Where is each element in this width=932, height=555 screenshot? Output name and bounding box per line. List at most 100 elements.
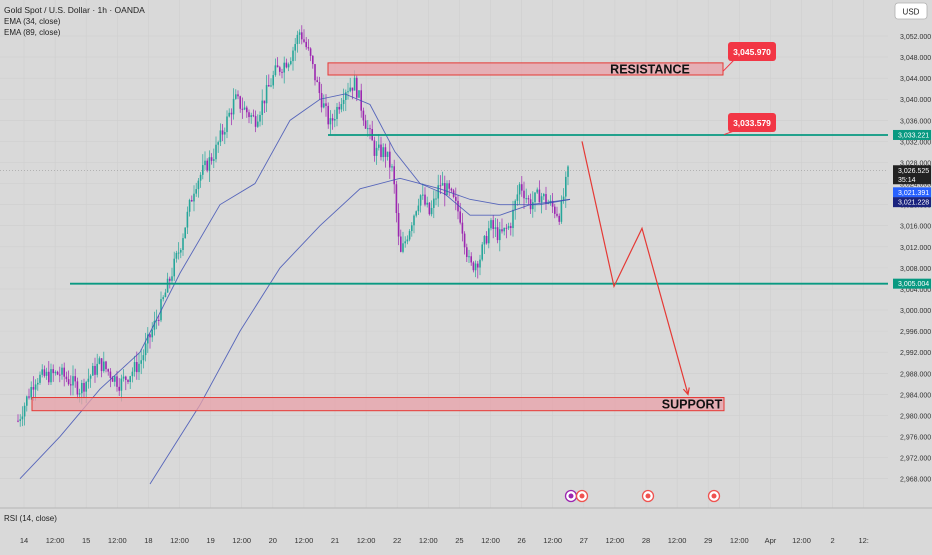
candle-body	[314, 64, 316, 81]
candle-body	[329, 118, 332, 125]
callout-pointer	[722, 59, 735, 72]
candle-body	[481, 244, 483, 260]
candle-body	[485, 235, 488, 244]
candle-body	[213, 159, 215, 161]
forecast-arrowhead	[682, 387, 690, 396]
candle-body	[307, 47, 310, 49]
candle-body	[347, 91, 349, 93]
candle-body	[19, 419, 21, 421]
candle-body	[276, 65, 279, 68]
candle-body	[455, 196, 457, 201]
candle-body	[43, 369, 46, 376]
x-tick-label: 18	[144, 536, 152, 545]
candle-body	[430, 207, 433, 215]
candle-body	[28, 396, 30, 398]
candle-body	[386, 151, 389, 157]
candle-body	[45, 371, 48, 376]
candle-body	[151, 329, 153, 338]
candle-body	[114, 376, 116, 382]
candle-body	[186, 211, 189, 228]
candle-body	[127, 379, 129, 382]
candle-body	[67, 379, 70, 385]
candle-body	[543, 194, 545, 197]
candle-body	[389, 151, 391, 168]
x-axis[interactable]: 14 12:00 15 12:00 18 12:00 19 12:00 20 12:00 21 12:…	[0, 531, 932, 550]
candle-body	[182, 238, 184, 250]
candle-body	[316, 80, 318, 82]
candle-body	[87, 378, 90, 382]
candle-body	[402, 243, 404, 252]
candle-body	[358, 90, 360, 98]
candle-body	[180, 249, 182, 253]
candle-body	[21, 416, 24, 420]
chart-header: Gold Spot / U.S. Dollar · 1h · OANDA EMA…	[4, 5, 145, 37]
candle-body	[483, 235, 486, 245]
candle-body	[540, 196, 543, 203]
candle-body	[303, 39, 305, 42]
candle-body	[459, 211, 461, 223]
candle-body	[37, 382, 39, 385]
candle-body	[83, 382, 85, 392]
candle-body	[382, 147, 384, 158]
candle-body	[208, 157, 211, 171]
candle-body	[468, 256, 470, 258]
candle-body	[70, 384, 72, 386]
price-tag-label: 3,021.391	[898, 190, 929, 197]
price-tag	[893, 129, 931, 140]
candle-body	[107, 369, 109, 372]
event-icon-dot	[645, 493, 651, 499]
candle-body	[325, 103, 327, 106]
candle-body	[210, 157, 213, 161]
x-tick-label: 12:00	[792, 536, 811, 545]
candle-body	[98, 358, 101, 364]
price-tag	[893, 197, 931, 208]
candle-body	[437, 185, 439, 199]
price-tag	[893, 278, 931, 289]
candle-body	[290, 61, 292, 65]
x-tick-label: 2	[831, 536, 835, 545]
candle-body	[331, 118, 334, 121]
candle-body	[433, 198, 435, 208]
candle-body	[241, 108, 244, 110]
candle-body	[226, 116, 228, 133]
candle-body	[191, 199, 193, 202]
candle-body	[512, 209, 514, 229]
candle-body	[274, 65, 277, 76]
candle-body	[338, 106, 340, 110]
x-tick-label: 12:00	[668, 536, 687, 545]
candle-body	[334, 119, 336, 121]
y-tick-label: 3,040.000	[900, 97, 931, 104]
currency-button[interactable]: USD	[894, 2, 928, 20]
y-tick-label: 3,028.000	[900, 160, 931, 167]
candle-body	[175, 252, 178, 259]
candle-body	[558, 215, 560, 222]
candle-body	[320, 93, 323, 108]
candle-body	[560, 200, 563, 222]
callout-label: 3,033.579	[733, 118, 771, 128]
y-axis[interactable]: 3,052.000 3,048.000 3,044.000 3,040.000 3,03…	[900, 34, 931, 484]
candle-body	[510, 226, 512, 229]
candle-body	[477, 263, 479, 268]
x-axis-bg	[0, 531, 932, 550]
price-tag	[893, 165, 931, 185]
candle-body	[428, 202, 431, 215]
price-tag-label: 3,021.228	[898, 200, 929, 207]
candle-body	[81, 382, 83, 394]
candle-body	[142, 355, 145, 361]
x-tick-label: 12:00	[232, 536, 251, 545]
candle-body	[96, 363, 98, 375]
candle-body	[342, 99, 345, 105]
candle-body	[270, 85, 272, 87]
candle-body	[228, 112, 230, 117]
candle-body	[488, 228, 490, 244]
candle-body	[345, 92, 347, 100]
candle-body	[85, 381, 87, 392]
candle-body	[221, 130, 224, 135]
x-tick-label: 12:00	[543, 536, 562, 545]
candle-body	[490, 220, 492, 229]
candle-body	[463, 233, 466, 248]
candle-body	[125, 376, 127, 380]
x-tick-label: 15	[82, 536, 90, 545]
candle-body	[261, 100, 263, 115]
